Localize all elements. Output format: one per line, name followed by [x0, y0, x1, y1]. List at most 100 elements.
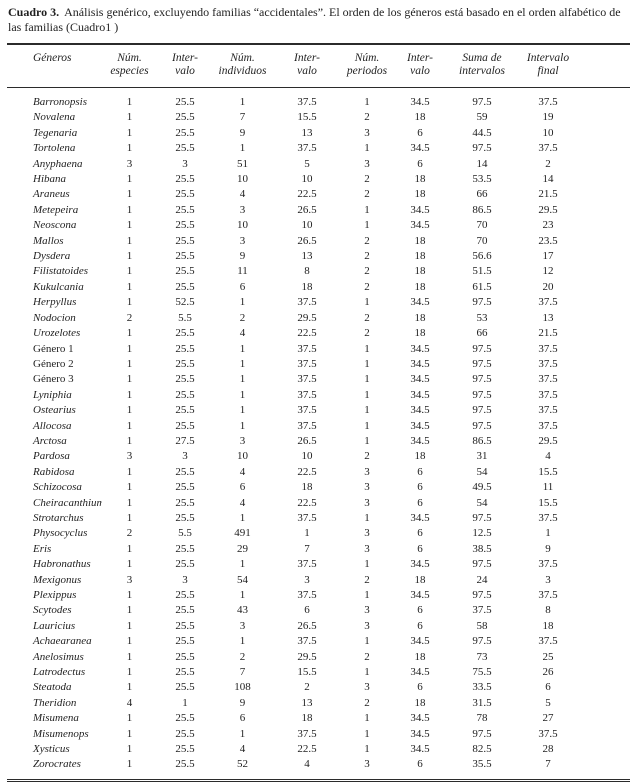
genus-cell: Urozelotes	[33, 327, 81, 340]
value-cell: 1	[126, 265, 133, 278]
genus-cell: Steatoda	[33, 681, 72, 694]
table-row: Género 1 1 25.5 1 37.5 1 34.5 97.5 37.5	[7, 342, 630, 357]
value-cell: 25.5	[175, 357, 195, 370]
value-cell: 37.5	[297, 373, 317, 386]
value-cell: 7	[239, 666, 246, 679]
value-cell: 10	[237, 219, 248, 232]
value-cell: 1	[364, 219, 370, 232]
genus-cell: Latrodectus	[33, 666, 86, 679]
genus-cell: Kukulcania	[33, 280, 84, 293]
value-cell: 1	[126, 111, 133, 124]
table-row: Filistatoides 1 25.5 11 8 2 18 51.5 12	[7, 264, 630, 279]
value-cell: 3	[364, 481, 370, 494]
value-cell: 38.5	[472, 542, 492, 555]
value-cell: 1	[364, 712, 370, 725]
value-cell: 27	[542, 712, 554, 725]
value-cell: 22.5	[297, 465, 317, 478]
value-cell: 34.5	[410, 419, 430, 432]
table-row: Eris 1 25.5 29 7 3 6 38.5 9	[7, 542, 630, 557]
value-cell: 34.5	[410, 712, 430, 725]
value-cell: 2	[304, 681, 310, 694]
value-cell: 25.5	[175, 419, 195, 432]
value-cell: 56.6	[472, 250, 492, 263]
table-row: Lyniphia 1 25.5 1 37.5 1 34.5 97.5 37.5	[7, 388, 630, 403]
value-cell: 18	[414, 234, 426, 247]
table-row: Scytodes 1 25.5 43 6 3 6 37.5 8	[7, 603, 630, 618]
analysis-table: Géneros Núm. especies Inter- valo Núm. i…	[7, 43, 630, 782]
value-cell: 18	[414, 250, 426, 263]
filler-cell	[580, 434, 630, 449]
value-cell: 25.5	[175, 111, 195, 124]
value-cell: 3	[364, 465, 370, 478]
value-cell: 43	[237, 604, 248, 617]
value-cell: 37.5	[297, 589, 317, 601]
value-cell: 1	[239, 404, 246, 417]
column-header-intervalo-2: Inter- valo	[272, 44, 342, 88]
table-row: Araneus 1 25.5 4 22.5 2 18 66 21.5	[7, 187, 630, 202]
filler-cell	[580, 172, 630, 187]
value-cell: 2	[364, 450, 370, 463]
value-cell: 10	[237, 450, 248, 463]
filler-cell	[580, 388, 630, 403]
value-cell: 37.5	[297, 727, 317, 740]
value-cell: 29.5	[297, 650, 317, 663]
table-row: Latrodectus 1 25.5 7 15.5 1 34.5 75.5 26	[7, 665, 630, 680]
value-cell: 1	[126, 481, 133, 494]
value-cell: 34.5	[410, 357, 430, 370]
table-row: Arctosa 1 27.5 3 26.5 1 34.5 86.5 29.5	[7, 434, 630, 449]
value-cell: 37.5	[297, 388, 317, 401]
value-cell: 6	[417, 527, 423, 540]
genus-cell: Barronopsis	[33, 96, 87, 108]
table-row: Mallos 1 25.5 3 26.5 2 18 70 23.5	[7, 234, 630, 249]
value-cell: 1	[126, 434, 133, 447]
table-row: Cheiracanthium 1 25.5 4 22.5 3 6 54 15.5	[7, 496, 630, 511]
value-cell: 25.5	[175, 373, 195, 386]
value-cell: 25.5	[175, 712, 195, 725]
value-cell: 37.5	[297, 296, 317, 309]
table-row: Nodocion 2 5.5 2 29.5 2 18 53 13	[7, 311, 630, 326]
filler-cell	[580, 603, 630, 618]
value-cell: 18	[414, 188, 426, 201]
column-header-label: Inter-	[172, 52, 198, 64]
value-cell: 78	[476, 712, 488, 725]
value-cell: 34.5	[410, 219, 430, 232]
value-cell: 1	[126, 357, 133, 370]
value-cell: 3	[304, 573, 310, 586]
filler-cell	[580, 88, 630, 111]
value-cell: 10	[542, 126, 554, 139]
value-cell: 37.5	[297, 357, 317, 370]
value-cell: 34.5	[410, 296, 430, 309]
value-cell: 34.5	[410, 743, 430, 756]
value-cell: 18	[414, 280, 426, 293]
table-row: Novalena 1 25.5 7 15.5 2 18 59 19	[7, 110, 630, 125]
value-cell: 18	[414, 111, 426, 124]
value-cell: 34.5	[410, 342, 430, 355]
filler-cell	[580, 573, 630, 588]
value-cell: 25.5	[175, 126, 195, 139]
value-cell: 4	[545, 450, 551, 463]
column-header-label: Géneros	[33, 52, 72, 64]
value-cell: 18	[414, 173, 426, 186]
column-header-sublabel: valo	[175, 65, 195, 77]
value-cell: 1	[239, 96, 246, 108]
value-cell: 25.5	[175, 542, 195, 555]
value-cell: 9	[239, 126, 246, 139]
value-cell: 6	[417, 681, 423, 694]
genus-cell: Theridion	[33, 696, 77, 709]
value-cell: 29.5	[297, 311, 317, 324]
value-cell: 1	[364, 589, 370, 601]
value-cell: 2	[239, 311, 246, 324]
genus-cell: Zorocrates	[33, 758, 81, 771]
value-cell: 2	[545, 157, 551, 170]
value-cell: 37.5	[297, 511, 317, 524]
table-row: Tegenaria 1 25.5 9 13 3 6 44.5 10	[7, 126, 630, 141]
value-cell: 25.5	[175, 280, 195, 293]
value-cell: 11	[542, 481, 554, 494]
value-cell: 4	[239, 496, 246, 509]
value-cell: 2	[126, 527, 133, 540]
value-cell: 54	[476, 496, 488, 509]
filler-cell	[580, 187, 630, 202]
value-cell: 6	[417, 126, 423, 139]
value-cell: 2	[126, 311, 133, 324]
value-cell: 10	[301, 219, 313, 232]
